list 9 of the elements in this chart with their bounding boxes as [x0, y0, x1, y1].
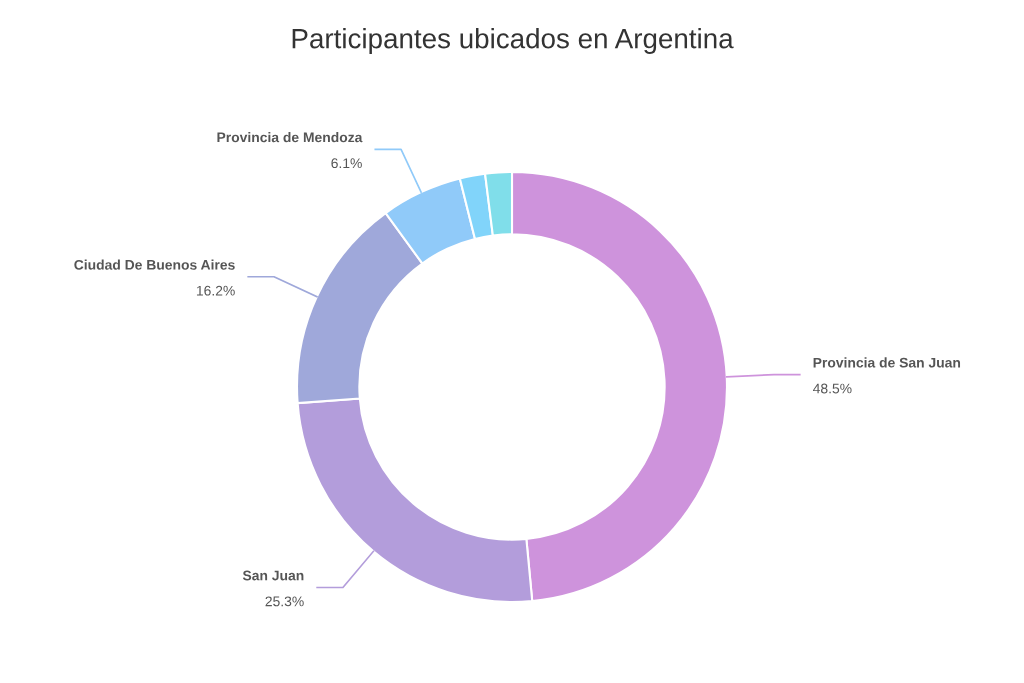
data-label: 16.2% — [196, 285, 235, 296]
data-label: 6.1% — [331, 158, 362, 169]
slice-label: Provincia de Mendoza — [217, 132, 363, 143]
chart-title: Participantes ubicados en Argentina — [292, 28, 734, 54]
slice-label: Provincia de San Juan — [813, 357, 961, 368]
slice-label: Ciudad De Buenos Aires — [74, 259, 235, 270]
data-label: 48.5% — [813, 383, 852, 394]
slice-label: San Juan — [242, 570, 304, 581]
data-label: 25.3% — [265, 596, 304, 607]
